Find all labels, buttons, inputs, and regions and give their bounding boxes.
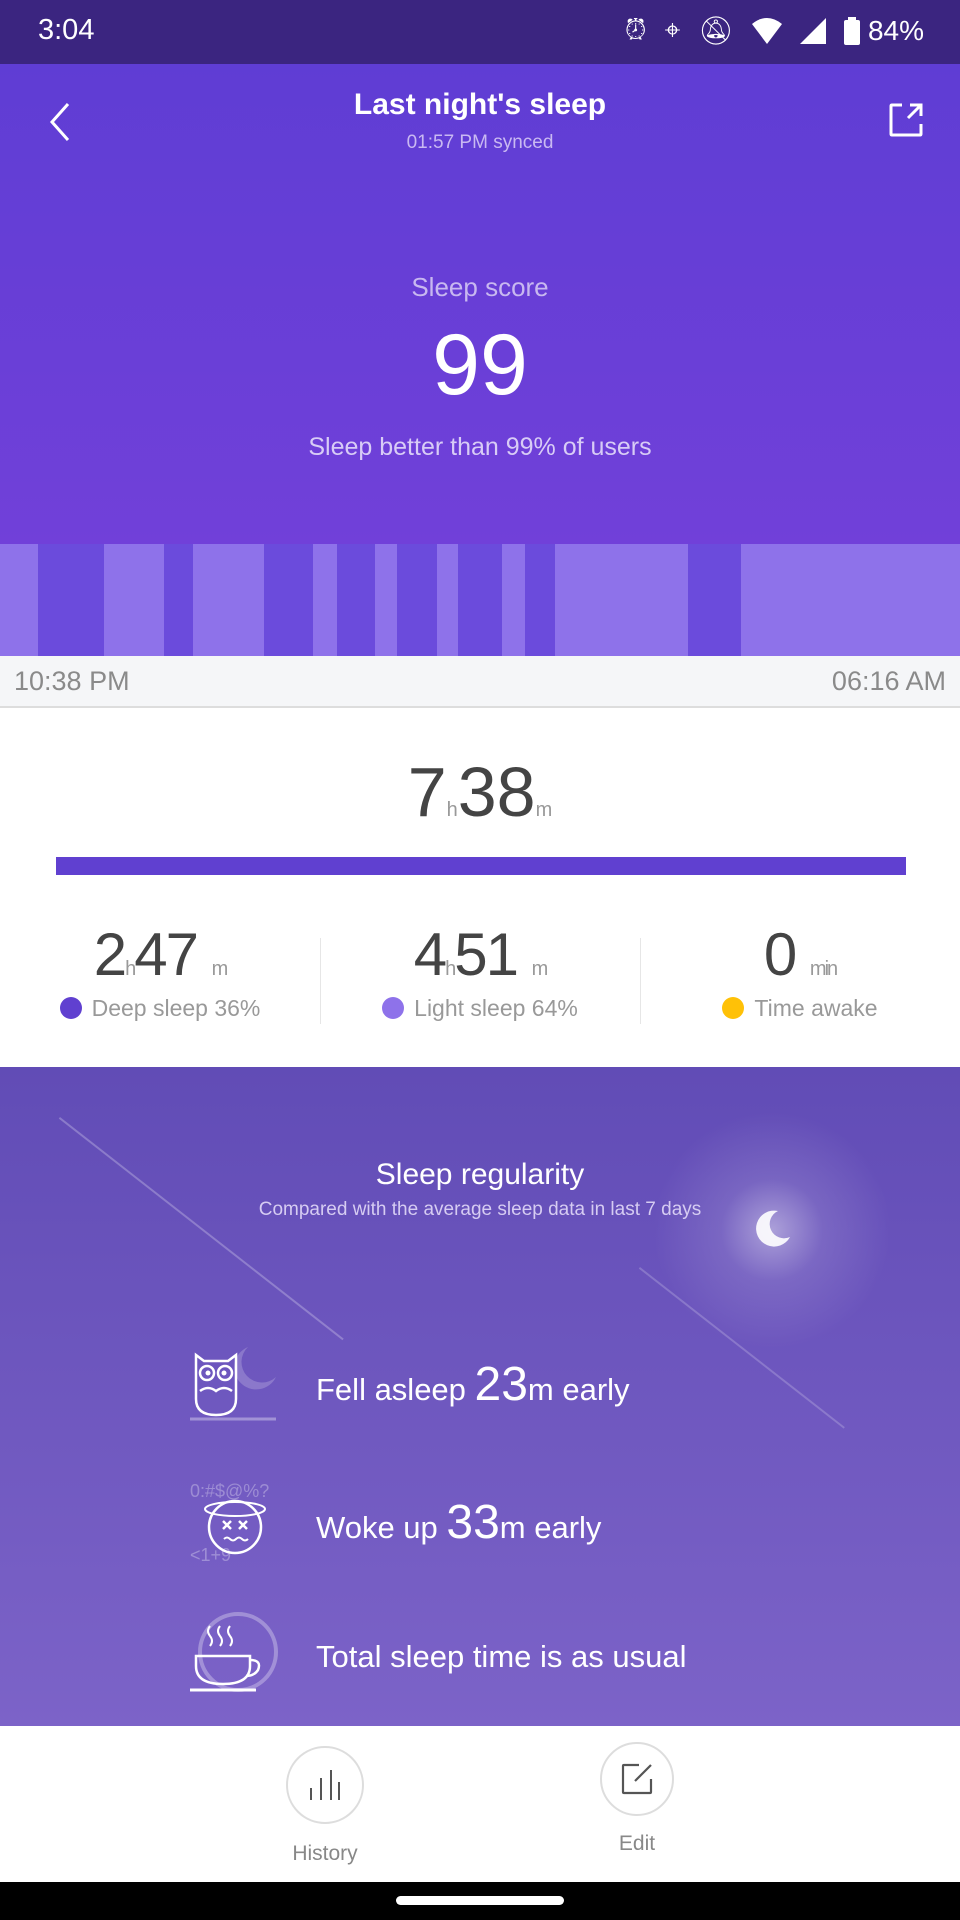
total-minutes: 38 <box>457 753 536 831</box>
time-awake-label: Time awake <box>754 995 878 1021</box>
fell-asleep-row: Fell asleep 23m early <box>190 1339 630 1429</box>
sleep-score-label: Sleep score <box>411 272 549 302</box>
timeline-times: 10:38 PM 06:16 AM <box>0 656 960 708</box>
status-time: 3:04 <box>38 14 95 46</box>
fell-asleep-value: 23 <box>474 1357 528 1411</box>
woke-up-row: 0:#$@%? <1+9 Woke up 33m early <box>190 1477 601 1567</box>
deep-sleep-dot <box>59 997 82 1019</box>
awake-unit: min <box>809 958 838 980</box>
light-hours: 4 <box>413 921 447 988</box>
status-bar: 3:04 ⏰︎ ⌖ 🔕︎ 84% <box>0 0 960 64</box>
location-icon: ⌖ <box>664 14 681 45</box>
sleep-timeline-bar <box>0 544 960 656</box>
regularity-title: Sleep regularity <box>375 1158 585 1191</box>
home-handle[interactable] <box>396 1896 564 1905</box>
hours-unit: h <box>445 958 456 980</box>
woke-up-prefix: Woke up <box>316 1509 447 1545</box>
bell-off-icon: 🔕︎ <box>698 15 734 46</box>
header: Last night's sleep 01:57 PM synced Sleep… <box>0 64 960 544</box>
light-minutes: 51 <box>454 921 519 988</box>
total-hours: 7 <box>407 753 447 831</box>
time-awake-dot <box>722 997 745 1019</box>
fell-asleep-prefix: Fell asleep <box>316 1371 475 1407</box>
total-sleep-row: Total sleep time is as usual <box>190 1612 686 1702</box>
deep-sleep-segment <box>688 544 741 656</box>
shooting-star <box>58 1117 344 1341</box>
fell-asleep-suffix: m early <box>527 1371 630 1407</box>
battery-icon <box>843 16 860 45</box>
deep-minutes: 47 <box>134 921 199 988</box>
deep-sleep-segment <box>164 544 193 656</box>
chevron-left-icon[interactable] <box>48 102 72 142</box>
regularity-subtitle: Compared with the average sleep data in … <box>258 1199 702 1220</box>
sleep-end-time: 06:16 AM <box>831 666 946 696</box>
history-label: History <box>292 1842 358 1865</box>
divider <box>320 938 321 1024</box>
svg-text:0:#$@%?: 0:#$@%? <box>190 1481 269 1501</box>
battery-percent: 84% <box>867 14 924 46</box>
bar-chart-icon <box>310 1770 340 1800</box>
synced-time: 01:57 PM synced <box>406 132 554 153</box>
sleep-regularity-section: Sleep regularity Compared with the avera… <box>0 1067 960 1726</box>
woke-up-suffix: m early <box>499 1509 602 1545</box>
divider <box>640 938 641 1024</box>
moon-glow <box>652 1110 892 1350</box>
sleep-start-time: 10:38 PM <box>14 666 130 696</box>
deep-sleep-segment <box>458 544 502 656</box>
edit-label: Edit <box>618 1832 656 1855</box>
total-sleep-duration: 7h38m <box>0 752 960 832</box>
coffee-cup-icon <box>190 1612 278 1692</box>
wifi-icon <box>751 17 782 44</box>
light-sleep-label: Light sleep 64% <box>414 995 578 1021</box>
minutes-unit: m <box>211 958 229 980</box>
owl-icon <box>190 1347 276 1421</box>
history-circle <box>286 1746 364 1824</box>
deep-sleep-segment <box>397 544 437 656</box>
minutes-unit: m <box>531 958 549 980</box>
hours-unit: h <box>446 799 458 821</box>
edit-button[interactable]: Edit <box>577 1742 697 1856</box>
total-sleep-text: Total sleep time is as usual <box>316 1639 687 1674</box>
light-sleep-dot <box>382 997 405 1019</box>
light-sleep-stat: 4h51 m Light sleep 64% <box>320 920 640 1022</box>
history-button[interactable]: History <box>265 1746 385 1866</box>
edit-icon <box>621 1763 653 1795</box>
awake-value: 0 <box>763 921 797 988</box>
deep-sleep-segment <box>337 544 375 656</box>
alarm-icon: ⏰︎ <box>624 14 647 45</box>
page-title: Last night's sleep <box>353 88 607 121</box>
dizzy-face-icon: 0:#$@%? <1+9 <box>190 1481 269 1565</box>
hours-unit: h <box>125 958 136 980</box>
system-navigation-bar <box>0 1882 960 1920</box>
deep-sleep-stat: 2h47 m Deep sleep 36% <box>0 920 320 1022</box>
minutes-unit: m <box>535 799 553 821</box>
sleep-score-comparison: Sleep better than 99% of users <box>308 433 652 461</box>
status-icons: ⏰︎ ⌖ 🔕︎ 84% <box>625 14 924 47</box>
total-sleep-progress-bar <box>56 857 906 875</box>
sleep-score-value: 99 <box>432 317 528 413</box>
moon-icon <box>756 1210 790 1247</box>
svg-text:<1+9: <1+9 <box>190 1545 231 1565</box>
time-awake-stat: 0 min Time awake <box>640 920 960 1022</box>
deep-hours: 2 <box>93 921 127 988</box>
signal-icon <box>799 17 826 44</box>
deep-sleep-segment <box>264 544 313 656</box>
share-icon[interactable] <box>888 102 924 138</box>
woke-up-value: 33 <box>446 1495 500 1549</box>
deep-sleep-label: Deep sleep 36% <box>91 995 261 1021</box>
deep-sleep-segment <box>38 544 104 656</box>
edit-circle <box>600 1742 674 1816</box>
deep-sleep-segment <box>525 544 555 656</box>
bottom-actions: History Edit <box>0 1726 960 1882</box>
